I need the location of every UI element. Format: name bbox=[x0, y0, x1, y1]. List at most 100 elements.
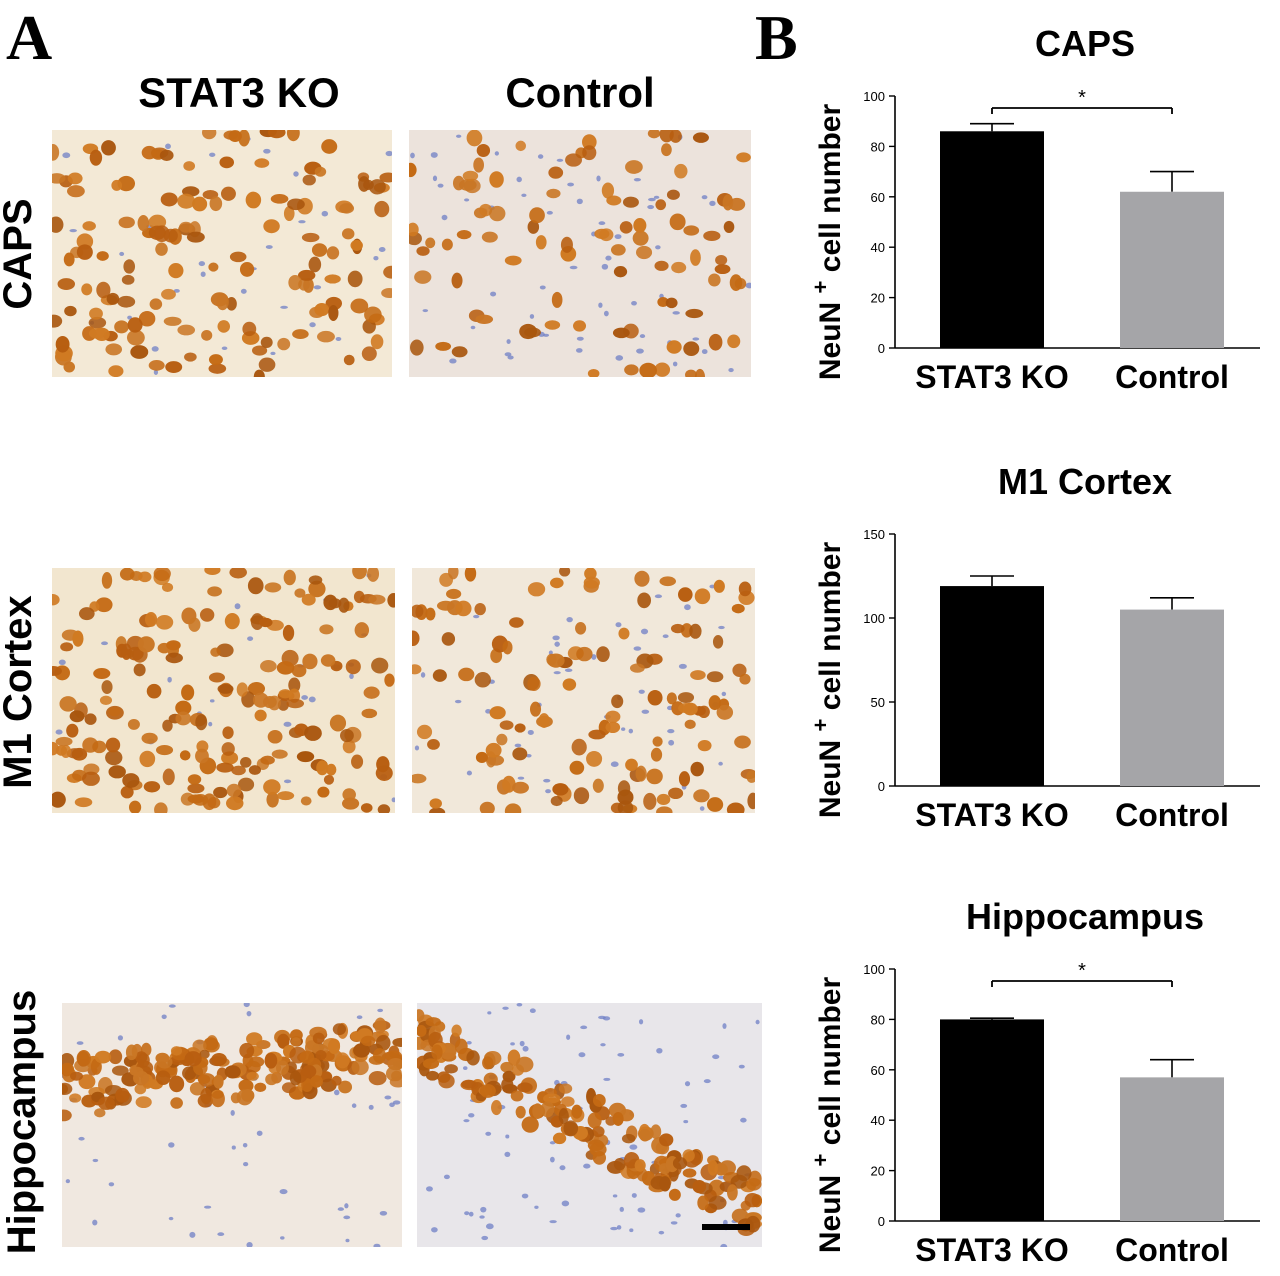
neuron-stained bbox=[82, 771, 100, 786]
neuron-stained bbox=[76, 1050, 91, 1067]
nucleus-blue bbox=[566, 1034, 571, 1040]
neuron-stained bbox=[370, 334, 384, 350]
nucleus-blue bbox=[456, 134, 462, 138]
neuron-stained bbox=[259, 617, 273, 628]
neuron-stained bbox=[746, 770, 755, 783]
nucleus-blue bbox=[373, 256, 379, 261]
neuron-stained bbox=[96, 251, 109, 261]
neuron-stained bbox=[435, 341, 452, 351]
nucleus-blue bbox=[246, 1242, 253, 1247]
neuron-stained bbox=[299, 1050, 315, 1064]
neuron-stained bbox=[88, 327, 106, 339]
nucleus-blue bbox=[554, 641, 560, 647]
nucleus-blue bbox=[640, 628, 649, 635]
nucleus-blue bbox=[480, 1206, 487, 1213]
neuron-stained bbox=[625, 160, 643, 174]
neuron-stained bbox=[195, 748, 209, 764]
nucleus-blue bbox=[575, 348, 583, 353]
nucleus-blue bbox=[153, 369, 159, 375]
scale-bar bbox=[702, 1224, 750, 1230]
nucleus-blue bbox=[464, 198, 470, 202]
nucleus-blue bbox=[631, 301, 637, 306]
neuron-stained bbox=[745, 1177, 762, 1191]
neuron-stained bbox=[618, 627, 630, 640]
neuron-stained bbox=[684, 719, 696, 729]
neuron-stained bbox=[412, 773, 427, 784]
neuron-stained bbox=[281, 1082, 296, 1094]
neuron-stained bbox=[476, 144, 491, 158]
neuron-stained bbox=[650, 747, 663, 762]
neuron-stained bbox=[431, 1044, 443, 1060]
neuron-stained bbox=[119, 568, 135, 581]
neuron-stained bbox=[329, 714, 347, 732]
neuron-stained bbox=[540, 1101, 555, 1118]
neuron-stained bbox=[338, 597, 350, 613]
neuron-stained bbox=[367, 568, 380, 582]
neuron-stained bbox=[63, 252, 75, 267]
neuron-stained bbox=[690, 761, 704, 777]
nucleus-blue bbox=[738, 1064, 745, 1069]
nucleus-blue bbox=[703, 1079, 711, 1084]
neuron-stained bbox=[52, 314, 63, 328]
neuron-stained bbox=[101, 140, 116, 156]
nucleus-blue bbox=[189, 1231, 196, 1238]
neuron-stained bbox=[84, 713, 97, 725]
nucleus-blue bbox=[566, 616, 573, 623]
neuron-stained bbox=[656, 793, 671, 806]
nucleus-blue bbox=[301, 695, 308, 700]
neuron-stained bbox=[179, 221, 193, 233]
nucleus-blue bbox=[490, 291, 497, 297]
neuron-stained bbox=[462, 170, 479, 182]
y-tick-label: 80 bbox=[871, 139, 885, 154]
neuron-stained bbox=[612, 1111, 624, 1126]
nucleus-blue bbox=[718, 761, 723, 766]
neuron-stained bbox=[101, 680, 113, 694]
neuron-stained bbox=[689, 623, 702, 639]
neuron-stained bbox=[342, 739, 356, 754]
nucleus-blue bbox=[230, 1109, 235, 1116]
neuron-stained bbox=[632, 230, 649, 246]
neuron-stained bbox=[560, 236, 573, 253]
neuron-stained bbox=[657, 297, 669, 308]
neuron-stained bbox=[127, 317, 143, 333]
neuron-stained bbox=[561, 1096, 575, 1107]
nucleus-blue bbox=[656, 1048, 663, 1054]
neuron-stained bbox=[123, 259, 136, 274]
neuron-stained bbox=[52, 173, 66, 184]
neuron-stained bbox=[217, 683, 234, 694]
neuron-stained bbox=[736, 1165, 752, 1182]
row-label-caps: CAPS bbox=[0, 198, 40, 310]
neuron-stained bbox=[544, 320, 561, 330]
nucleus-blue bbox=[127, 315, 132, 320]
neuron-stained bbox=[55, 736, 73, 747]
bar bbox=[940, 586, 1044, 786]
neuron-stained bbox=[74, 797, 93, 808]
neuron-stained bbox=[82, 221, 96, 231]
neuron-stained bbox=[654, 362, 671, 377]
neuron-stained bbox=[485, 742, 502, 758]
neuron-stained bbox=[170, 1046, 183, 1056]
neuron-stained bbox=[672, 1156, 688, 1170]
neuron-stained bbox=[727, 334, 741, 349]
neuron-stained bbox=[613, 1158, 626, 1171]
neuron-stained bbox=[425, 1017, 441, 1027]
nucleus-blue bbox=[246, 1010, 252, 1017]
neuron-stained bbox=[219, 156, 235, 169]
neuron-stained bbox=[301, 593, 316, 606]
neuron-stained bbox=[682, 1168, 697, 1178]
neuron-stained bbox=[207, 586, 222, 597]
neuron-stained bbox=[634, 1159, 646, 1172]
neuron-stained bbox=[187, 774, 202, 785]
neuron-stained bbox=[183, 161, 196, 171]
neuron-stained bbox=[708, 695, 722, 711]
neuron-stained bbox=[132, 1070, 150, 1086]
neuron-stained bbox=[302, 653, 318, 670]
micrograph-texture bbox=[62, 1003, 402, 1247]
neuron-stained bbox=[527, 582, 546, 597]
nucleus-blue bbox=[463, 1119, 470, 1123]
nucleus-blue bbox=[598, 302, 603, 308]
neuron-stained bbox=[253, 369, 265, 377]
neuron-stained bbox=[213, 786, 228, 799]
neuron-stained bbox=[692, 1179, 707, 1194]
nucleus-blue bbox=[283, 779, 292, 784]
